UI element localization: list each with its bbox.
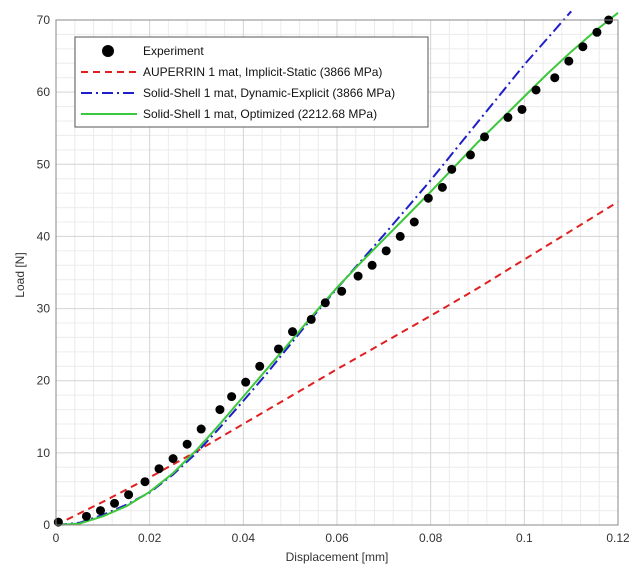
- experiment-point: [437, 182, 447, 192]
- experiment-point: [409, 217, 419, 227]
- experiment-point: [480, 132, 490, 142]
- y-tick-label: 20: [37, 374, 51, 388]
- experiment-point: [447, 164, 457, 174]
- y-tick-label: 60: [37, 85, 51, 99]
- experiment-point: [306, 314, 316, 324]
- experiment-point: [592, 27, 602, 37]
- experiment-point: [110, 498, 120, 508]
- experiment-point: [154, 464, 164, 474]
- experiment-point: [550, 73, 560, 83]
- experiment-point: [381, 246, 391, 256]
- experiment-point: [423, 193, 433, 203]
- experiment-point: [531, 85, 541, 95]
- experiment-point: [337, 286, 347, 296]
- x-axis-ticks: 0 0.02 0.04 0.06 0.08 0.1 0.12: [53, 531, 630, 545]
- experiment-point: [395, 231, 405, 241]
- legend-label: Solid-Shell 1 mat, Optimized (2212.68 MP…: [143, 107, 377, 121]
- legend-marker-experiment: [102, 45, 114, 57]
- y-axis-label: Load [N]: [13, 252, 27, 297]
- x-tick-label: 0.12: [606, 531, 630, 545]
- y-tick-label: 30: [37, 302, 51, 316]
- y-tick-label: 10: [37, 446, 51, 460]
- legend-label: Experiment: [143, 44, 204, 58]
- experiment-point: [215, 405, 225, 415]
- x-tick-label: 0.04: [232, 531, 256, 545]
- experiment-point: [95, 506, 105, 516]
- experiment-point: [320, 298, 330, 308]
- y-tick-label: 0: [43, 518, 50, 532]
- y-tick-label: 70: [37, 13, 51, 27]
- experiment-point: [564, 56, 574, 66]
- experiment-point: [182, 439, 192, 449]
- x-tick-label: 0: [53, 531, 60, 545]
- legend: Experiment AUPERRIN 1 mat, Implicit-Stati…: [74, 36, 429, 128]
- experiment-point: [81, 511, 91, 521]
- experiment-point: [503, 112, 513, 122]
- x-tick-label: 0.02: [138, 531, 162, 545]
- experiment-point: [196, 424, 206, 434]
- legend-label: AUPERRIN 1 mat, Implicit-Static (3866 MP…: [143, 65, 382, 79]
- series-layer: [53, 10, 619, 527]
- x-tick-label: 0.1: [516, 531, 533, 545]
- y-axis-ticks: 0 10 20 30 40 50 60 70: [37, 13, 51, 532]
- x-tick-label: 0.06: [325, 531, 349, 545]
- experiment-point: [367, 260, 377, 270]
- experiment-point: [140, 477, 150, 487]
- plot-frame: [55, 19, 619, 526]
- experiment-point: [353, 271, 363, 281]
- y-tick-label: 50: [37, 157, 51, 171]
- experiment-point: [273, 344, 283, 354]
- legend-label: Solid-Shell 1 mat, Dynamic-Explicit (386…: [143, 86, 395, 100]
- experiment-point: [578, 42, 588, 52]
- series-line-3: [55, 12, 619, 526]
- experiment-point: [168, 454, 178, 464]
- x-axis-label: Displacement [mm]: [286, 550, 389, 564]
- experiment-point: [465, 150, 475, 160]
- experiment-point: [124, 490, 134, 500]
- experiment-point: [255, 361, 265, 371]
- y-tick-label: 40: [37, 229, 51, 243]
- legend-box: [74, 36, 429, 128]
- experiment-point: [241, 377, 251, 387]
- x-tick-label: 0.08: [419, 531, 443, 545]
- experiment-point: [517, 104, 527, 114]
- experiment-point: [227, 392, 237, 402]
- experiment-point: [288, 327, 298, 337]
